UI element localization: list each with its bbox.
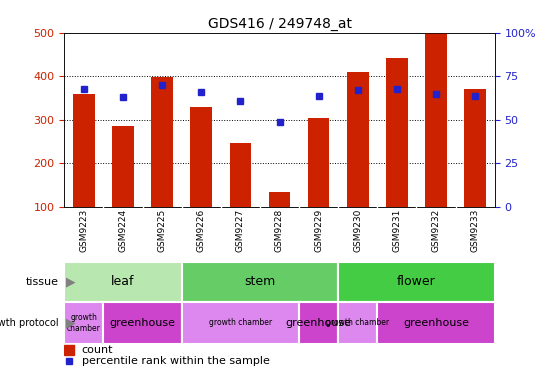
Bar xyxy=(182,302,299,344)
Text: tissue: tissue xyxy=(26,277,59,287)
Text: growth protocol: growth protocol xyxy=(0,318,59,328)
Text: GSM9224: GSM9224 xyxy=(119,209,127,251)
Text: GSM9225: GSM9225 xyxy=(158,209,167,252)
Bar xyxy=(465,89,486,207)
Bar xyxy=(112,126,134,207)
Text: GSM9223: GSM9223 xyxy=(79,209,88,252)
Text: flower: flower xyxy=(397,275,436,288)
Text: GSM9232: GSM9232 xyxy=(432,209,440,252)
Text: leaf: leaf xyxy=(111,275,135,288)
Text: ▶: ▶ xyxy=(66,317,75,329)
Text: stem: stem xyxy=(244,275,276,288)
Bar xyxy=(64,262,182,302)
Bar xyxy=(308,118,329,207)
Bar xyxy=(230,143,251,207)
Bar xyxy=(299,302,338,344)
Bar xyxy=(377,302,495,344)
Text: greenhouse: greenhouse xyxy=(286,318,352,328)
Bar xyxy=(73,94,94,207)
Text: greenhouse: greenhouse xyxy=(403,318,469,328)
Text: GSM9230: GSM9230 xyxy=(353,209,362,252)
Text: GSM9228: GSM9228 xyxy=(275,209,284,252)
Text: count: count xyxy=(82,345,113,355)
Bar xyxy=(191,107,212,207)
Text: growth chamber: growth chamber xyxy=(326,318,389,328)
Bar xyxy=(425,33,447,207)
Bar xyxy=(338,302,377,344)
Text: growth
chamber: growth chamber xyxy=(67,313,101,333)
Text: GSM9233: GSM9233 xyxy=(471,209,480,252)
Text: GSM9227: GSM9227 xyxy=(236,209,245,252)
Bar xyxy=(151,77,173,207)
Bar xyxy=(386,58,408,207)
Title: GDS416 / 249748_at: GDS416 / 249748_at xyxy=(207,16,352,30)
Text: ▶: ▶ xyxy=(66,275,75,288)
Bar xyxy=(338,262,495,302)
Bar xyxy=(347,72,368,207)
Bar xyxy=(64,302,103,344)
Text: growth chamber: growth chamber xyxy=(209,318,272,328)
Text: GSM9229: GSM9229 xyxy=(314,209,323,252)
Text: greenhouse: greenhouse xyxy=(110,318,176,328)
Bar xyxy=(103,302,182,344)
Bar xyxy=(269,193,290,207)
Text: percentile rank within the sample: percentile rank within the sample xyxy=(82,356,269,366)
Text: GSM9231: GSM9231 xyxy=(392,209,401,252)
Text: GSM9226: GSM9226 xyxy=(197,209,206,252)
Bar xyxy=(182,262,338,302)
